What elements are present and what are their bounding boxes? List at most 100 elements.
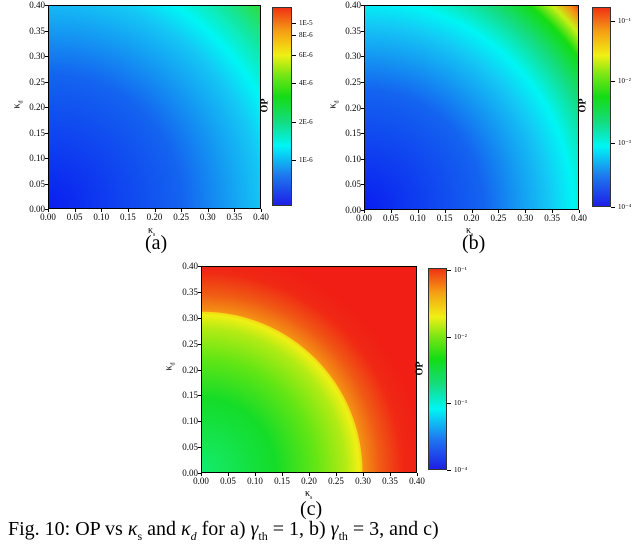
y-tick-label: 0.00 [29, 204, 45, 214]
x-axis-label-b: κs [466, 225, 474, 238]
x-tick-label: 0.10 [409, 213, 426, 223]
y-tick-mark [198, 317, 201, 319]
y-tick-label: 0.05 [29, 178, 45, 189]
y-tick-label: 0.05 [182, 442, 198, 453]
y-tick-mark [45, 5, 48, 6]
x-tick-label: 0.30 [355, 476, 371, 486]
caption-prefix: Fig. 10: OP vs [8, 518, 128, 540]
x-tick-mark [471, 210, 473, 213]
figure-caption: Fig. 10: OP vs κs and κd for a) γth = 1,… [8, 518, 640, 544]
colorbar-tick-label: 10⁻⁴ [447, 466, 467, 475]
caption-kappa-d-sub: d [190, 529, 197, 543]
x-tick-mark [255, 473, 256, 476]
y-tick-mark [45, 158, 48, 159]
x-tick-mark [154, 209, 156, 212]
y-tick-label: 0.30 [29, 51, 45, 61]
x-tick-mark [525, 210, 527, 213]
x-tick-mark [444, 210, 446, 213]
x-tick-mark [127, 209, 129, 212]
x-tick-label: 0.15 [436, 213, 453, 223]
x-tick-mark [228, 473, 229, 476]
x-axis-label-a: κs [148, 225, 156, 238]
y-tick-label: 0.20 [345, 102, 361, 113]
y-tick-mark [45, 132, 48, 134]
x-tick-mark [201, 473, 202, 476]
heatmap-c [201, 266, 417, 473]
x-tick-label: 0.00 [193, 476, 209, 486]
x-tick-mark [390, 473, 391, 476]
caption-gamma-sub-2: th [338, 529, 348, 543]
x-tick-mark [101, 209, 103, 212]
x-tick-label: 0.30 [517, 213, 534, 223]
y-tick-mark [45, 107, 48, 108]
y-tick-label: 0.15 [345, 128, 361, 139]
colorbar-tick-label: 10⁻³ [611, 139, 631, 148]
y-tick-mark [198, 473, 201, 474]
y-tick-mark [45, 81, 48, 83]
y-tick-label: 0.15 [182, 390, 198, 401]
x-tick-mark [261, 209, 262, 212]
y-tick-label: 0.40 [182, 261, 198, 271]
x-tick-label: 0.10 [93, 212, 110, 222]
x-tick-label: 0.25 [173, 212, 189, 222]
y-tick-label: 0.35 [29, 25, 45, 36]
colorbar-tick-label: 10⁻¹ [611, 17, 631, 26]
y-tick-mark [198, 421, 201, 423]
colorbar-tick-label: 8E-6 [292, 31, 313, 40]
y-tick-mark [198, 266, 201, 267]
y-tick-mark [45, 30, 48, 32]
x-tick-label: 0.10 [247, 476, 263, 486]
x-tick-mark [48, 209, 49, 212]
y-tick-label: 0.40 [345, 0, 361, 10]
caption-for-a: for a) [196, 518, 251, 540]
colorbar-tick-label: 10⁻⁴ [611, 203, 631, 212]
x-tick-label: 0.25 [490, 213, 507, 223]
x-tick-label: 0.20 [463, 213, 480, 223]
colorbar-tick-label: 6E-6 [292, 51, 313, 60]
x-tick-label: 0.20 [146, 212, 163, 222]
y-tick-mark [361, 5, 364, 6]
x-tick-mark [364, 210, 365, 213]
subfigure-label-a: (a) [145, 232, 168, 254]
y-tick-mark [361, 107, 364, 109]
y-tick-label: 0.20 [182, 364, 198, 375]
colorbar-tick-label: 10⁻³ [447, 399, 467, 408]
caption-eq1: = 1, b) [267, 518, 331, 540]
y-tick-mark [361, 30, 364, 32]
y-tick-label: 0.25 [182, 338, 198, 349]
caption-kappa-s: κ [127, 518, 138, 540]
x-axis-label-c: κs [305, 488, 313, 501]
x-tick-mark [579, 210, 580, 213]
heatmap-b [364, 5, 579, 210]
x-tick-label: 0.15 [120, 212, 136, 222]
y-tick-label: 0.10 [29, 153, 45, 163]
y-tick-mark [361, 81, 364, 83]
x-tick-mark [207, 209, 209, 212]
x-tick-mark [181, 209, 183, 212]
colorbar-b [592, 7, 611, 207]
colorbar-tick-label: 10⁻² [447, 333, 467, 342]
x-tick-mark [363, 473, 364, 476]
x-tick-mark [498, 210, 500, 213]
x-tick-label: 0.00 [40, 212, 56, 222]
x-tick-mark [282, 473, 283, 476]
x-tick-label: 0.35 [382, 476, 398, 486]
colorbar-tick-label: 2E-6 [292, 118, 313, 127]
heatmap-a [48, 5, 261, 209]
colorbar-a [272, 7, 292, 206]
colorbar-tick-label: 4E-6 [292, 79, 313, 88]
caption-gamma-2: γ [330, 518, 339, 540]
y-tick-label: 0.30 [345, 51, 361, 62]
x-tick-mark [417, 473, 418, 476]
y-tick-mark [198, 291, 201, 293]
x-tick-label: 0.00 [356, 213, 372, 223]
subfigure-label-c: (c) [300, 498, 323, 520]
y-tick-label: 0.25 [345, 76, 361, 87]
y-tick-label: 0.35 [345, 25, 361, 36]
x-tick-mark [390, 210, 392, 213]
x-tick-label: 0.35 [544, 213, 560, 223]
caption-kappa-s-sub: s [137, 529, 143, 543]
x-tick-mark [234, 209, 236, 212]
x-tick-mark [309, 473, 310, 476]
colorbar-tick-label: 1E-6 [292, 156, 313, 165]
